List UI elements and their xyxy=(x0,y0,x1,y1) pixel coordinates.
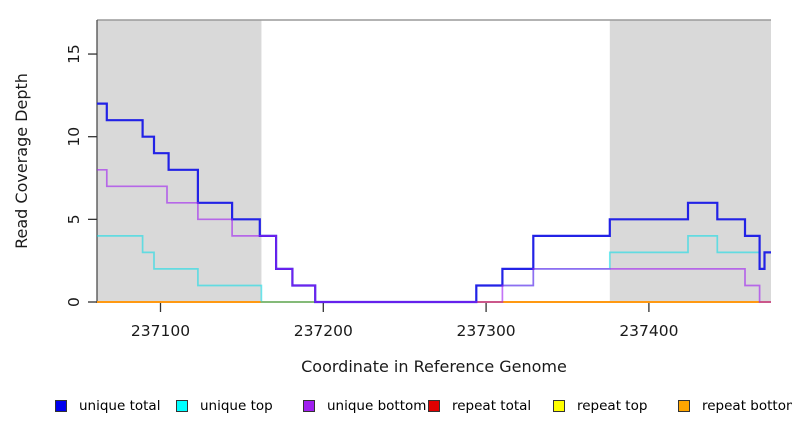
y-tick-label: 0 xyxy=(65,297,83,307)
y-axis-title: Read Coverage Depth xyxy=(12,73,31,249)
chart-legend: unique total unique top unique bottom repea… xyxy=(0,397,792,421)
x-tick-label: 237300 xyxy=(457,322,516,340)
legend-label-unique-bottom: unique bottom xyxy=(327,398,427,414)
x-axis-title: Coordinate in Reference Genome xyxy=(301,357,567,376)
legend-item-repeat-bottom: repeat bottom xyxy=(678,397,792,415)
x-tick-label: 237100 xyxy=(131,322,190,340)
legend-swatch-repeat-bottom xyxy=(678,400,690,412)
x-tick-label: 237200 xyxy=(294,322,353,340)
shaded-region-right xyxy=(609,20,771,303)
series-line-unique-bottom xyxy=(97,168,771,303)
legend-swatch-repeat-total xyxy=(428,400,440,412)
legend-label-repeat-bottom: repeat bottom xyxy=(702,398,792,414)
legend-item-repeat-total: repeat total xyxy=(428,397,531,415)
y-tick-label: 15 xyxy=(65,44,83,64)
legend-label-repeat-top: repeat top xyxy=(577,398,648,414)
coverage-chart: 0 5 10 15 237100 237200 237300 237400 Coordinat… xyxy=(12,19,771,376)
shaded-region-left xyxy=(97,20,262,303)
x-tick-label: 237400 xyxy=(619,322,678,340)
legend-swatch-repeat-top xyxy=(553,400,565,412)
legend-item-unique-bottom: unique bottom xyxy=(303,397,426,415)
legend-swatch-unique-total xyxy=(55,400,67,412)
legend-swatch-unique-top xyxy=(176,400,188,412)
legend-item-unique-total: unique total xyxy=(55,397,160,415)
y-tick-label: 10 xyxy=(65,127,83,147)
legend-item-repeat-top: repeat top xyxy=(553,397,647,415)
legend-label-unique-total: unique total xyxy=(79,398,161,414)
y-tick-label: 5 xyxy=(65,214,83,224)
legend-label-unique-top: unique top xyxy=(200,398,273,414)
legend-label-repeat-total: repeat total xyxy=(452,398,532,414)
legend-swatch-unique-bottom xyxy=(303,400,315,412)
legend-item-unique-top: unique top xyxy=(176,397,273,415)
